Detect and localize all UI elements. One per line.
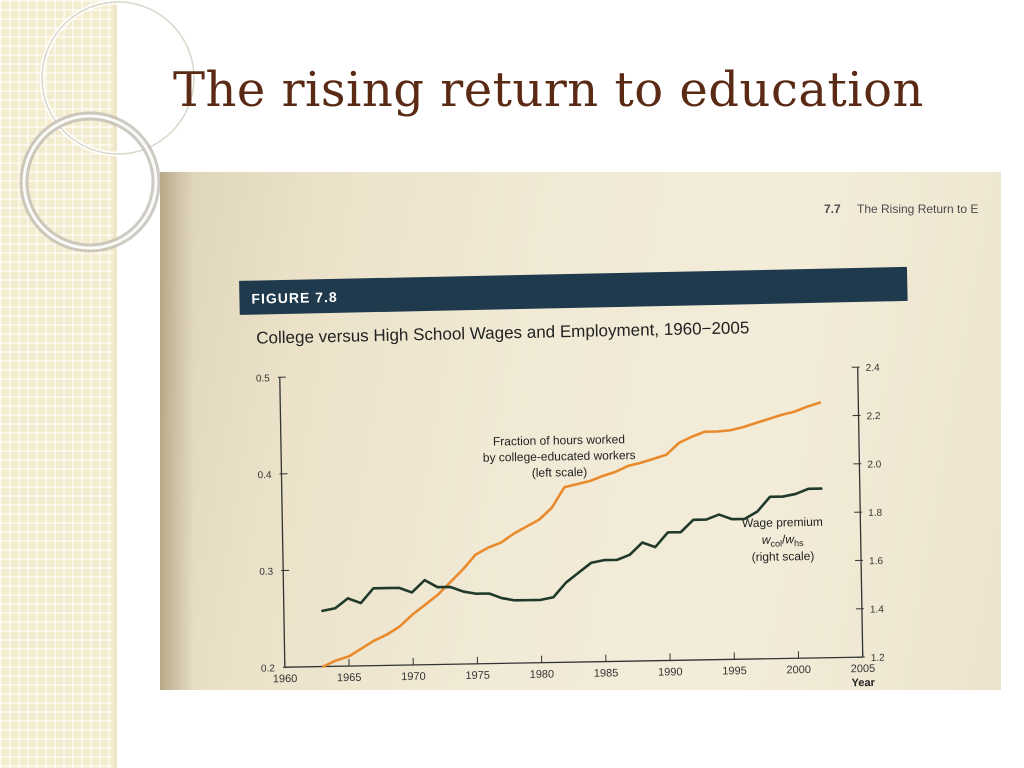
left-tick-label: 0.2	[261, 663, 276, 674]
wage-formula-part: hs	[794, 538, 804, 548]
left-tick-label: 0.3	[259, 567, 274, 578]
figure-svg: 7.7 The Rising Return to E FIGURE 7.8 Co…	[239, 202, 978, 689]
x-tick-label: 1980	[530, 668, 555, 680]
right-tick-label: 1.8	[868, 508, 883, 519]
fraction-annotation-line1: Fraction of hours worked	[493, 432, 625, 448]
wage-formula-part: col	[770, 538, 782, 548]
page-gutter-shadow	[160, 172, 194, 690]
x-tick-label: 2000	[786, 664, 811, 676]
x-axis-title: Year	[851, 677, 875, 689]
wage-formula-part: w	[762, 533, 772, 547]
running-header-number: 7.7	[824, 202, 841, 216]
x-tick-label: 1965	[337, 672, 362, 684]
right-tick-label: 2.0	[867, 459, 882, 470]
left-axis-line	[279, 377, 286, 668]
slide-title: The rising return to education	[173, 62, 924, 118]
fraction-annotation-line2: by college-educated workers	[483, 448, 636, 465]
figure-label: FIGURE 7.8	[251, 289, 338, 307]
right-tick-label: 1.4	[870, 604, 885, 615]
decorative-circles	[19, 0, 197, 253]
figure-title: College versus High School Wages and Emp…	[256, 318, 749, 347]
x-tick-label: 1960	[273, 673, 298, 685]
x-tick-label: 1985	[594, 667, 619, 679]
right-tick-label: 2.2	[866, 411, 881, 422]
wage-annotation-line2: wcol/whs	[762, 532, 804, 549]
x-tick-label: 1990	[658, 666, 683, 678]
fraction-hours-line	[322, 401, 822, 668]
wage-annotation-line3: (right scale)	[752, 549, 815, 564]
figure-label-bar	[239, 266, 908, 315]
right-tick-label: 2.4	[866, 363, 881, 374]
x-tick-label: 2005	[851, 663, 876, 675]
left-tick-label: 0.4	[257, 470, 272, 481]
fraction-annotation-line3: (left scale)	[532, 465, 588, 480]
left-tick-label: 0.5	[256, 373, 271, 384]
wage-annotation-line1: Wage premium	[742, 515, 823, 530]
strip-edge	[113, 0, 117, 768]
right-tick-label: 1.6	[869, 556, 884, 567]
right-tick-label: 1.2	[871, 653, 886, 664]
wage-formula-part: /	[782, 532, 786, 546]
x-axis-line	[284, 656, 863, 668]
wage-premium-line	[321, 487, 823, 613]
x-tick-label: 1995	[722, 665, 747, 677]
x-tick-label: 1975	[465, 670, 490, 682]
running-header-text: The Rising Return to E	[857, 202, 978, 216]
x-tick-label: 1970	[401, 671, 426, 683]
textbook-photo: 7.7 The Rising Return to E FIGURE 7.8 Co…	[160, 172, 1001, 690]
wage-formula-part: w	[785, 532, 795, 546]
